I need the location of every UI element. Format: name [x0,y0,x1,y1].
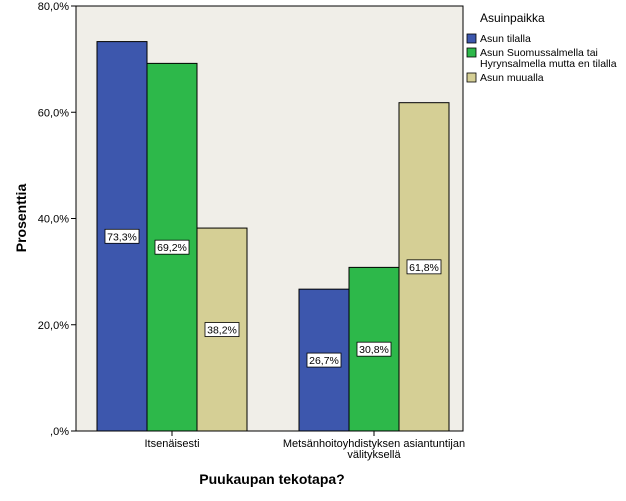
data-label: 61,8% [409,262,439,274]
data-label-box [204,322,240,337]
data-label: 26,7% [309,355,339,367]
y-tick-label: ,0% [50,426,69,438]
data-label-box [406,259,442,275]
legend-title: Asuinpaikka [480,11,545,25]
data-label: 38,2% [207,325,237,337]
y-tick-label: 40,0% [38,214,69,226]
data-label: 69,2% [157,242,187,254]
y-tick-label: 80,0% [38,1,69,13]
data-label-box [306,352,342,368]
legend-swatch [466,33,477,44]
x-axis-title: Puukaupan tekotapa? [199,471,344,487]
data-label: 30,8% [359,344,389,356]
data-label: 73,3% [107,231,137,243]
legend-label: Hyrynsalmella mutta en tilalla [480,58,617,70]
x-tick-label: Metsänhoitoyhdistyksen asiantuntijan [283,438,465,450]
x-tick-label: Itsenäisesti [144,438,199,450]
legend: Asuinpaikka Asun tilalla Asun Suomussalme… [466,11,617,84]
data-label-box [104,228,140,244]
y-axis-title: Prosenttia [13,184,29,253]
bars-group: 73,3% 69,2% 38,2% 26,7% 30,8% 61,8% [96,41,450,432]
data-label-box [154,239,190,255]
legend-label: Asun Suomussalmella tai [480,47,598,59]
x-axis: Itsenäisesti Metsänhoitoyhdistyksen asian… [144,431,465,461]
y-tick-label: 60,0% [38,107,69,119]
y-axis: ,0% 20,0% 40,0% 60,0% 80,0% [38,1,76,438]
legend-label: Asun muualla [480,72,544,84]
legend-swatch [466,72,477,83]
legend-label: Asun tilalla [480,33,531,45]
legend-swatch [466,47,477,58]
data-label-box [356,341,392,357]
x-tick-label: välityksellä [347,449,401,461]
y-tick-label: 20,0% [38,320,69,332]
